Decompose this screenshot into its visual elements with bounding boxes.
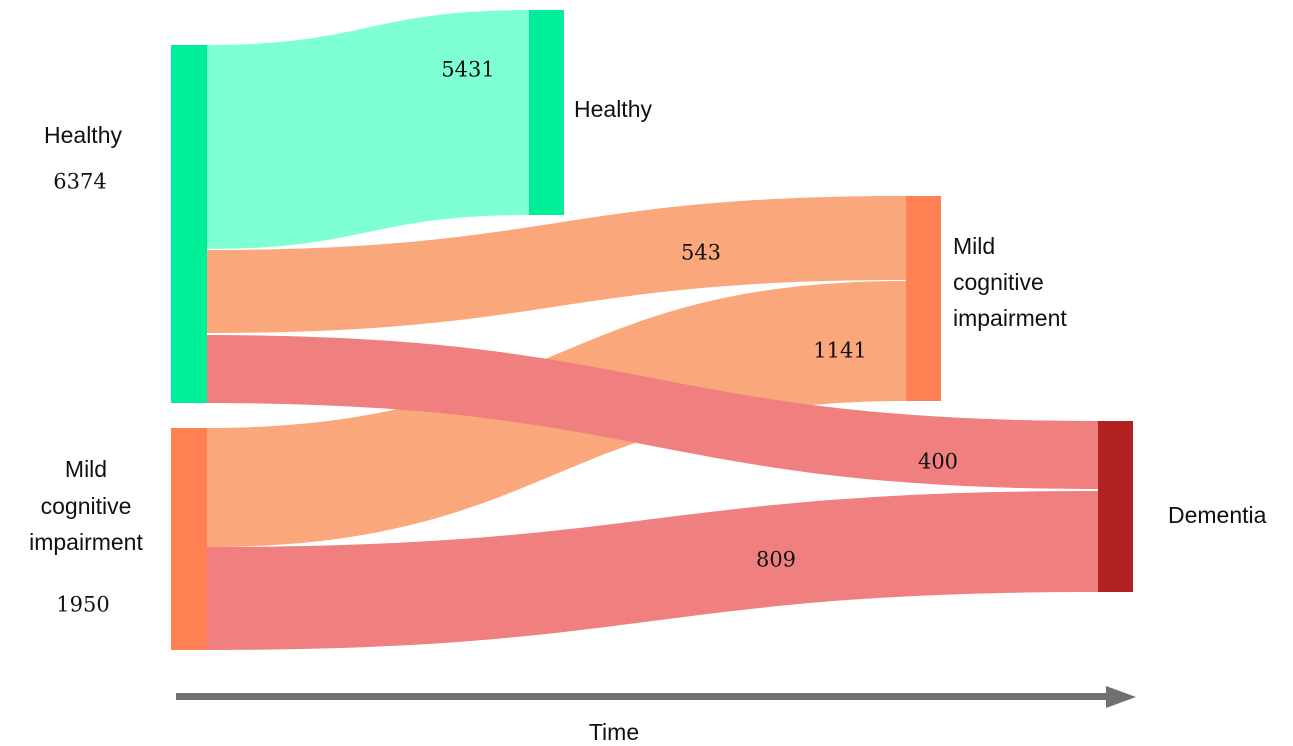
node-healthy_tgt bbox=[529, 10, 564, 215]
count-healthy_src: 6374 bbox=[53, 170, 106, 194]
flow-mci_to_dementia bbox=[206, 491, 1099, 650]
label-mci_src-line-3: impairment bbox=[29, 529, 143, 555]
label-mci_src-line-2: cognitive bbox=[41, 493, 132, 519]
node-healthy_src bbox=[171, 45, 207, 403]
label-healthy_tgt-line-1: Healthy bbox=[574, 96, 652, 122]
time-axis-label: Time bbox=[589, 719, 639, 745]
node-dementia_tgt bbox=[1098, 421, 1133, 592]
node-mci_src bbox=[171, 428, 207, 650]
time-arrow-shaft bbox=[176, 693, 1108, 700]
label-dementia_tgt-line-1: Dementia bbox=[1168, 502, 1267, 528]
label-mci_tgt-line-3: impairment bbox=[953, 305, 1067, 331]
flow-value-mci_to_mci: 1141 bbox=[813, 339, 866, 363]
label-mci_src-line-1: Mild bbox=[65, 456, 107, 482]
flow-value-mci_to_dementia: 809 bbox=[756, 548, 796, 572]
label-mci_tgt-line-1: Mild bbox=[953, 233, 995, 259]
node-mci_tgt bbox=[906, 196, 941, 401]
flow-value-healthy_to_dementia: 400 bbox=[918, 450, 958, 474]
label-mci_tgt-line-2: cognitive bbox=[953, 269, 1044, 295]
flow-healthy_to_mci bbox=[206, 196, 906, 333]
flow-value-healthy_to_mci: 543 bbox=[681, 241, 721, 265]
flow-healthy_to_dementia bbox=[206, 335, 1099, 489]
flow-value-healthy_to_healthy: 5431 bbox=[441, 58, 494, 82]
flow-healthy_to_healthy bbox=[206, 10, 530, 249]
label-healthy_src-line-1: Healthy bbox=[44, 122, 122, 148]
count-mci_src: 1950 bbox=[56, 593, 109, 617]
time-arrow-head bbox=[1106, 686, 1136, 708]
